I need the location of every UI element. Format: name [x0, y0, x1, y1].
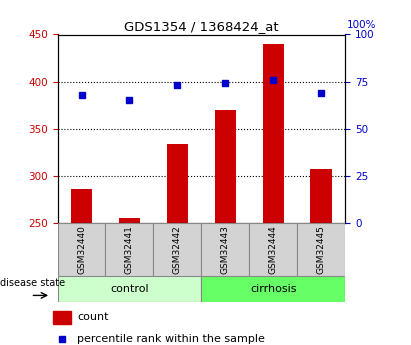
Title: GDS1354 / 1368424_at: GDS1354 / 1368424_at	[124, 20, 279, 33]
Bar	[58, 223, 106, 276]
Bar	[215, 110, 236, 223]
Text: GSM32442: GSM32442	[173, 225, 182, 274]
Text: GSM32441: GSM32441	[125, 225, 134, 274]
Bar	[297, 223, 345, 276]
Text: GSM32440: GSM32440	[77, 225, 86, 274]
Bar	[58, 276, 201, 302]
Bar	[119, 218, 140, 223]
Text: percentile rank within the sample: percentile rank within the sample	[77, 334, 265, 344]
Bar	[263, 44, 284, 223]
Bar	[249, 223, 297, 276]
Text: cirrhosis: cirrhosis	[250, 284, 297, 294]
Bar	[310, 169, 332, 223]
Bar	[166, 145, 188, 223]
Bar	[153, 223, 201, 276]
Bar	[71, 189, 92, 223]
Text: GSM32443: GSM32443	[221, 225, 230, 274]
Text: control: control	[110, 284, 149, 294]
Bar	[201, 276, 345, 302]
Text: count: count	[77, 312, 109, 322]
Bar	[106, 223, 153, 276]
Text: GSM32445: GSM32445	[317, 225, 326, 274]
Text: disease state: disease state	[0, 278, 65, 288]
Text: 100%: 100%	[347, 20, 377, 30]
Text: GSM32444: GSM32444	[269, 225, 278, 274]
Bar	[53, 311, 71, 324]
Bar	[201, 223, 249, 276]
